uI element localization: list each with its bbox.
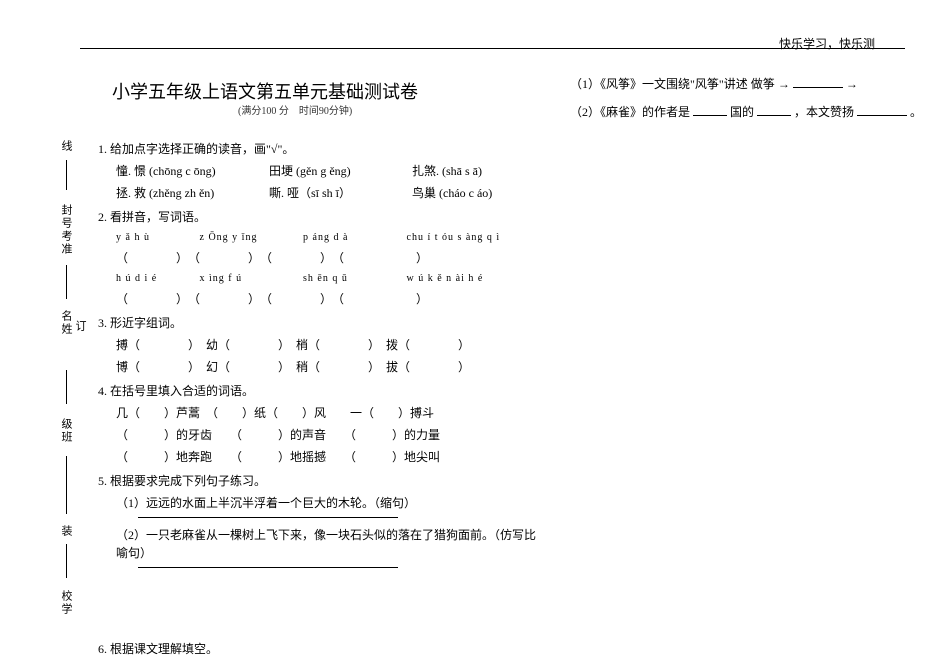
text-span: （2）《麻雀》的作者是 xyxy=(570,105,690,119)
paren-row: （ ） （ ） （ ） （ ） xyxy=(98,290,568,308)
answer-underline xyxy=(138,516,398,518)
pinyin: w ú k ě n ài h é xyxy=(407,271,484,286)
pinyin: y ǎ h ù xyxy=(116,230,196,245)
text-span: ，本文赞扬 xyxy=(794,105,854,119)
blank-underline xyxy=(757,104,791,116)
margin-label-5: 级班 xyxy=(58,418,74,444)
fill-row: 几（ ）芦蒿 （ ）纸（ ）风 一（ ）搏斗 xyxy=(98,404,568,422)
fill-blank-item: （2）《麻雀》的作者是 国的 ，本文赞扬 。 xyxy=(570,100,930,124)
option: 拯. 救 (zhěng zh ěn) xyxy=(116,184,266,202)
option: 嘶. 哑（sī sh ī） xyxy=(269,184,409,202)
margin-line xyxy=(66,160,67,190)
question-stem: 3. 形近字组词。 xyxy=(98,314,568,332)
question-2: 2. 看拼音，写词语。 y ǎ h ù z Ōng y ǐng p áng d … xyxy=(98,208,568,308)
question-stem: 2. 看拼音，写词语。 xyxy=(98,208,568,226)
option: 憧. 憬 (chōng c ōng) xyxy=(116,162,266,180)
fill-blank-item: （1）《风筝》一文围绕"风筝"讲述 做筝 → → xyxy=(570,72,930,96)
binding-margin: 线 封号考准 名姓 订 级班 装 校学 xyxy=(40,60,80,620)
question-4: 4. 在括号里填入合适的词语。 几（ ）芦蒿 （ ）纸（ ）风 一（ ）搏斗 （… xyxy=(98,382,568,466)
word-pair: 搏（ ） 幼（ ） 梢（ ） 拨（ ） xyxy=(116,338,470,352)
margin-label-7: 校学 xyxy=(58,590,74,616)
sub-question: （1）远远的水面上半沉半浮着一个巨大的木轮。（缩句） xyxy=(98,494,568,512)
pinyin: chu í t óu s àng q ì xyxy=(407,230,501,245)
option-row: 拯. 救 (zhěng zh ěn) 嘶. 哑（sī sh ī） 鸟巢 (chá… xyxy=(98,184,568,202)
pinyin: x ìng f ú xyxy=(200,271,300,286)
pinyin: sh ēn q ū xyxy=(303,271,403,286)
right-column: （1）《风筝》一文围绕"风筝"讲述 做筝 → → （2）《麻雀》的作者是 国的 … xyxy=(570,72,930,128)
pinyin-row: h ú d i é x ìng f ú sh ēn q ū w ú k ě n … xyxy=(98,271,568,286)
pinyin-row: y ǎ h ù z Ōng y ǐng p áng d à chu í t óu… xyxy=(98,230,568,245)
question-5: 5. 根据要求完成下列句子练习。 （1）远远的水面上半沉半浮着一个巨大的木轮。（… xyxy=(98,472,568,568)
margin-label-2: 封号考准 xyxy=(58,204,74,256)
fill-row: （ ）的牙齿 （ ）的声音 （ ）的力量 xyxy=(98,426,568,444)
main-content: 1. 给加点字选择正确的读音，画"√"。 憧. 憬 (chōng c ōng) … xyxy=(98,140,568,576)
question-stem: 5. 根据要求完成下列句子练习。 xyxy=(98,472,568,490)
margin-label-6: 装 xyxy=(58,525,74,538)
question-stem: 4. 在括号里填入合适的词语。 xyxy=(98,382,278,400)
blank-underline xyxy=(693,104,727,116)
pinyin: h ú d i é xyxy=(116,271,196,286)
answer-underline xyxy=(138,566,398,568)
option: 鸟巢 (cháo c áo) xyxy=(412,184,492,202)
margin-line xyxy=(66,456,67,514)
pinyin: z Ōng y ǐng xyxy=(200,230,300,245)
paren-row: （ ） （ ） （ ） （ ） xyxy=(98,249,568,267)
exam-subtitle: (满分100 分 时间90分钟) xyxy=(238,102,352,117)
margin-line xyxy=(66,544,67,578)
fill-row: （ ）地奔跑 （ ）地摇撼 （ ）地尖叫 xyxy=(98,448,568,466)
text-span: （1）《风筝》一文围绕"风筝"讲述 做筝 xyxy=(570,77,775,91)
blank-underline xyxy=(857,104,907,116)
blank-underline xyxy=(793,76,843,88)
margin-label-1: 线 xyxy=(58,140,74,153)
sub-question: （2）一只老麻雀从一棵树上飞下来，像一块石头似的落在了猎狗面前。（仿写比喻句） xyxy=(98,526,538,562)
question-stem: 1. 给加点字选择正确的读音，画"√"。 xyxy=(98,140,568,158)
arrow-text: → xyxy=(778,77,790,91)
word-row: 搏（ ） 幼（ ） 梢（ ） 拨（ ） xyxy=(98,336,568,354)
pinyin: p áng d à xyxy=(303,230,403,245)
word-pair: 博（ ） 幻（ ） 稍（ ） 拔（ ） xyxy=(116,360,470,374)
option: 田埂 (gěn g ěng) xyxy=(269,162,409,180)
margin-label-4: 订 xyxy=(72,320,88,333)
arrow-text: → xyxy=(846,77,858,91)
margin-line xyxy=(66,265,67,299)
option: 扎煞. (shā s ā) xyxy=(412,162,482,180)
header-motto: 快乐学习，快乐测 xyxy=(779,35,875,52)
text-span: 国的 xyxy=(730,105,754,119)
text-span: 。 xyxy=(910,105,922,119)
margin-line xyxy=(66,370,67,404)
question-1: 1. 给加点字选择正确的读音，画"√"。 憧. 憬 (chōng c ōng) … xyxy=(98,140,568,202)
exam-title: 小学五年级上语文第五单元基础测试卷 xyxy=(112,78,418,104)
word-row: 博（ ） 幻（ ） 稍（ ） 拔（ ） xyxy=(98,358,568,376)
question-6-stem: 6. 根据课文理解填空。 xyxy=(98,640,218,657)
question-3: 3. 形近字组词。 搏（ ） 幼（ ） 梢（ ） 拨（ ） 博（ ） 幻（ ） … xyxy=(98,314,568,376)
option-row: 憧. 憬 (chōng c ōng) 田埂 (gěn g ěng) 扎煞. (s… xyxy=(98,162,568,180)
